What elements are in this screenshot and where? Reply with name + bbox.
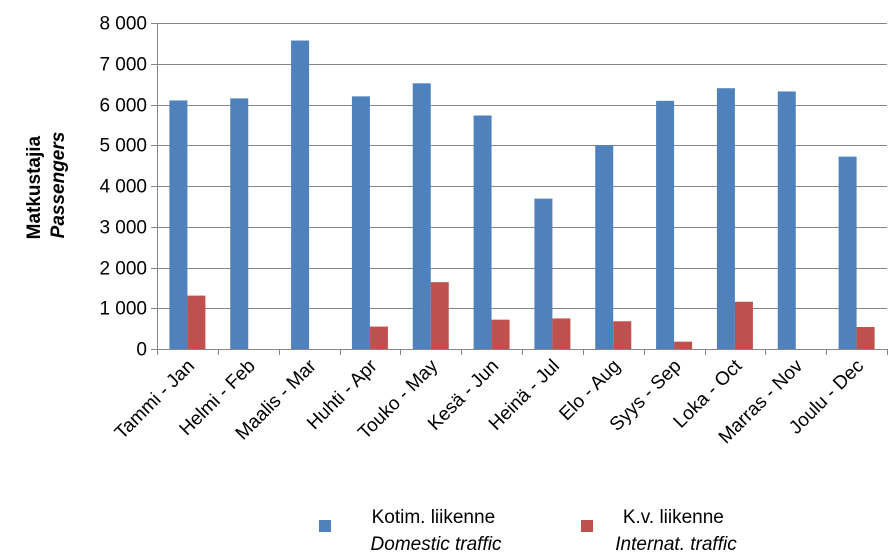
- y-tick-label: 1 000: [99, 299, 147, 320]
- legend-item-domestic: Kotim. liikenne Domestic traffic: [319, 507, 502, 555]
- y-tick-label: 8 000: [99, 14, 147, 35]
- bar-domestic: [777, 91, 796, 350]
- bar-international: [187, 295, 206, 349]
- y-tick-label: 3 000: [99, 218, 147, 239]
- legend-label-international-line1: K.v. liikenne: [623, 507, 724, 528]
- bar-international: [734, 301, 753, 349]
- bar-domestic: [656, 100, 675, 350]
- legend-swatch-international: [581, 520, 593, 532]
- y-tick-label: 6 000: [99, 96, 147, 117]
- y-tick-label: 7 000: [99, 55, 147, 76]
- bar-domestic: [716, 88, 735, 349]
- bar-domestic: [169, 100, 188, 349]
- bar-domestic: [473, 115, 492, 349]
- legend-label-domestic-line2: Domestic traffic: [371, 534, 502, 555]
- bar-international: [430, 282, 449, 349]
- bar-international: [491, 319, 510, 349]
- y-tick-label: 2 000: [99, 259, 147, 280]
- legend-item-international: K.v. liikenne Internat. traffic: [581, 507, 737, 555]
- bar-domestic: [595, 145, 614, 349]
- y-tick-labels: 0 1 000 2 000 3 000 4 000 5 000 6 000 7 000 8 00…: [99, 14, 147, 361]
- y-axis-title-line2: Passengers: [48, 132, 69, 239]
- bar-domestic: [838, 156, 857, 349]
- y-tick-label: 4 000: [99, 177, 147, 198]
- legend-label-domestic: Kotim. liikenne Domestic traffic: [371, 507, 502, 555]
- legend-label-international-line2: Internat. traffic: [615, 534, 737, 555]
- bar-domestic: [534, 198, 553, 349]
- y-axis-title: Matkustajia Passengers: [24, 131, 69, 240]
- y-axis-title-line1: Matkustajia: [24, 135, 45, 239]
- bar-international: [552, 318, 571, 349]
- bar-international: [613, 321, 632, 349]
- legend: Kotim. liikenne Domestic traffic K.v. li…: [319, 507, 737, 555]
- bar-domestic: [291, 40, 310, 350]
- gridlines: [157, 23, 887, 309]
- bar-international: [369, 326, 388, 349]
- bar-domestic: [230, 98, 249, 349]
- y-tick-label: 5 000: [99, 136, 147, 157]
- axes: [151, 23, 888, 355]
- bar-international: [674, 341, 693, 349]
- bar-domestic: [351, 96, 370, 349]
- legend-label-international: K.v. liikenne Internat. traffic: [615, 507, 737, 555]
- bar-domestic: [412, 83, 431, 349]
- bars: [169, 40, 875, 350]
- bar-international: [856, 326, 875, 349]
- y-tick-label: 0: [136, 340, 147, 361]
- legend-swatch-domestic: [319, 520, 331, 532]
- legend-label-domestic-line1: Kotim. liikenne: [372, 507, 496, 528]
